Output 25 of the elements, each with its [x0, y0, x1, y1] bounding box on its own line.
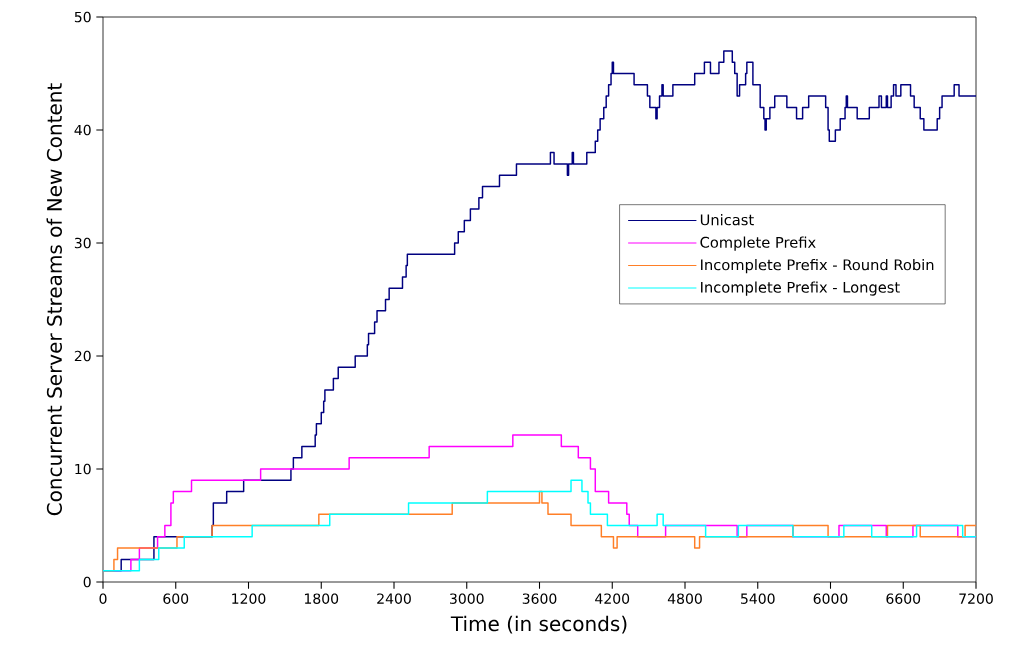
legend-label: Incomplete Prefix - Longest: [701, 281, 900, 296]
y-tick-label: 50: [74, 11, 91, 23]
legend-label: Complete Prefix: [700, 236, 816, 251]
x-tick-label: 7200: [959, 593, 993, 604]
y-tick-label: 10: [75, 463, 91, 475]
x-tick-label: 2400: [377, 593, 411, 604]
y-tick-label: 20: [74, 350, 91, 362]
x-tick-label: 6600: [886, 593, 921, 604]
legend-label: Unicast: [700, 214, 754, 226]
x-tick-label: 0: [99, 593, 107, 604]
legend-label: Incomplete Prefix - Round Robin: [701, 258, 934, 274]
x-tick-label: 600: [163, 593, 189, 604]
x-tick-label: 1200: [232, 593, 266, 604]
y-tick-label: 0: [83, 576, 91, 588]
y-tick-label: 40: [74, 124, 91, 136]
x-tick-label: 6000: [813, 593, 848, 604]
y-axis-title: Concurrent Server Streams of New Content: [46, 83, 62, 516]
x-tick-label: 5400: [741, 593, 775, 604]
y-tick-label: 30: [74, 237, 91, 249]
x-tick-label: 3000: [450, 593, 484, 604]
x-tick-label: 3600: [522, 593, 557, 604]
x-tick-label: 1800: [304, 593, 339, 604]
x-tick-label: 4800: [667, 593, 702, 604]
x-tick-label: 4200: [595, 593, 630, 604]
x-axis-title: Time (in seconds): [450, 615, 627, 634]
